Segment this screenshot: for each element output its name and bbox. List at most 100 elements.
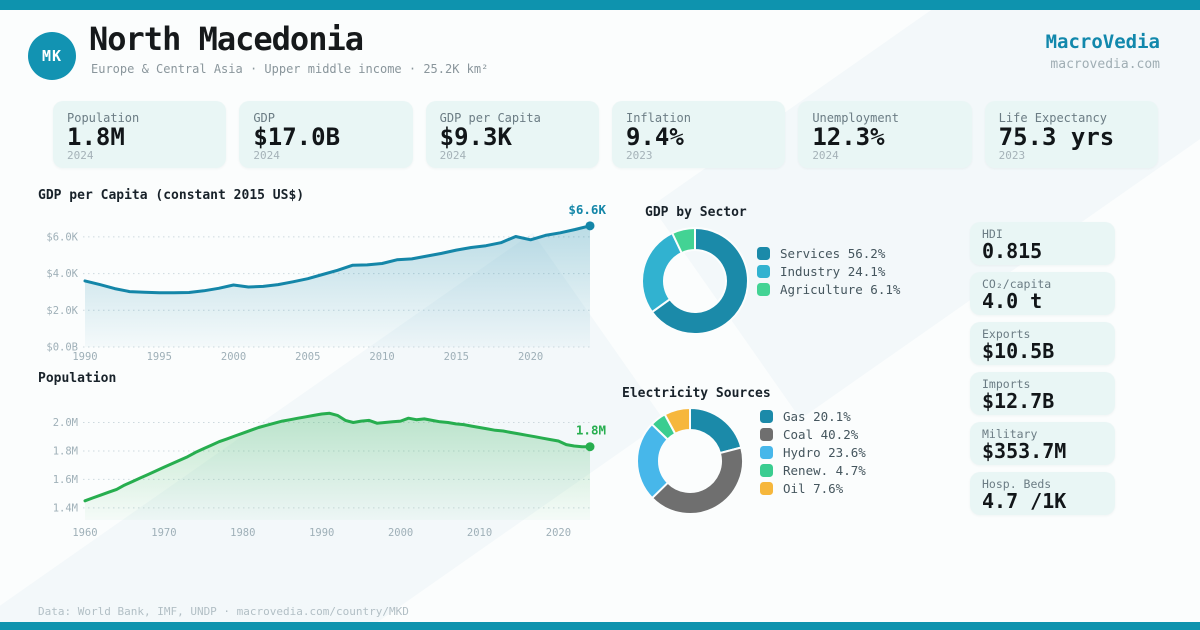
donut-segment-coal bbox=[651, 446, 744, 516]
side-card-value: $10.5B bbox=[982, 339, 1055, 363]
x-axis-tick: 2005 bbox=[295, 351, 320, 363]
side-card-label: CO₂/capita bbox=[982, 277, 1052, 291]
stat-card-year: 2024 bbox=[812, 149, 839, 162]
latest-value-label: $6.6K bbox=[568, 202, 606, 217]
stat-card-label: Unemployment bbox=[812, 111, 900, 125]
electricity-donut bbox=[636, 407, 744, 516]
legend-label: Gas 20.1% bbox=[783, 408, 851, 424]
x-axis-tick: 2015 bbox=[444, 351, 469, 363]
gdp-sector-title: GDP by Sector bbox=[645, 205, 747, 220]
series-line bbox=[83, 411, 592, 503]
latest-value-label: 1.8M bbox=[576, 423, 606, 438]
legend-item-gas: Gas 20.1% bbox=[760, 407, 866, 425]
donut-segment-oil bbox=[663, 407, 691, 435]
side-card-hdi: HDI 0.815 bbox=[970, 222, 1115, 265]
y-axis-tick: 1.6M bbox=[53, 474, 78, 486]
country-subtitle: Europe & Central Asia · Upper middle inc… bbox=[91, 62, 489, 76]
brand-url[interactable]: macrovedia.com bbox=[1050, 57, 1160, 72]
donut-segment-agriculture bbox=[671, 227, 696, 254]
legend-swatch bbox=[757, 264, 770, 278]
side-card-hosp-beds: Hosp. Beds 4.7 /1K bbox=[970, 472, 1115, 515]
brand-block: MacroVedia macrovedia.com bbox=[1046, 31, 1160, 72]
legend-swatch bbox=[760, 481, 773, 495]
gdp-sector-legend: Services 56.2% Industry 24.1% Agriculture … bbox=[757, 244, 900, 298]
stat-card-year: 2024 bbox=[253, 149, 280, 162]
side-card-label: Hosp. Beds bbox=[982, 477, 1052, 491]
stat-card-population: Population 1.8M 2024 bbox=[53, 101, 227, 168]
stat-card-value: 1.8M bbox=[67, 123, 125, 151]
legend-label: Hydro 23.6% bbox=[783, 444, 866, 460]
legend-item-industry: Industry 24.1% bbox=[757, 262, 900, 280]
area-fill bbox=[85, 413, 590, 520]
brand-name: MacroVedia bbox=[1045, 31, 1160, 53]
stat-card-value: $17.0B bbox=[253, 123, 341, 151]
population-chart-title: Population bbox=[38, 371, 117, 386]
stat-card-value: 75.3 yrs bbox=[998, 123, 1115, 151]
side-card-label: Exports bbox=[982, 327, 1031, 341]
stat-card-inflation: Inflation 9.4% 2023 bbox=[611, 101, 786, 168]
side-card-value: $12.7B bbox=[982, 389, 1055, 413]
page-title: North Macedonia bbox=[89, 20, 364, 58]
x-axis-tick: 2020 bbox=[546, 527, 571, 539]
legend-label: Renew. 4.7% bbox=[783, 462, 866, 478]
legend-item-oil: Oil 7.6% bbox=[760, 479, 866, 497]
side-card-label: HDI bbox=[982, 227, 1003, 241]
legend-swatch bbox=[757, 246, 770, 260]
x-axis-tick: 1995 bbox=[147, 351, 172, 363]
donut-segment-industry bbox=[641, 232, 683, 314]
donut-segment-gas bbox=[689, 407, 743, 455]
side-card-military: Military $353.7M bbox=[970, 422, 1115, 465]
stat-card-value: $9.3K bbox=[439, 123, 512, 151]
x-axis-tick: 2010 bbox=[369, 351, 394, 363]
stat-card-unemployment: Unemployment 12.3% 2024 bbox=[798, 101, 972, 168]
y-axis-tick: $2.0K bbox=[46, 305, 78, 317]
side-card-value: 4.0 t bbox=[982, 289, 1043, 313]
stat-card-label: GDP per Capita bbox=[439, 111, 541, 125]
stat-card-year: 2023 bbox=[998, 149, 1026, 162]
stat-card-year: 2023 bbox=[625, 149, 653, 162]
y-axis-tick: 2.0M bbox=[53, 417, 78, 429]
side-card-co-capita: CO₂/capita 4.0 t bbox=[970, 272, 1115, 315]
population-chart: 2.0M 1.8M 1.6M 1.4M 1960 1970 1980 1990 2000 2010… bbox=[53, 411, 606, 539]
gdp-sector-donut bbox=[641, 227, 749, 335]
side-card-label: Military bbox=[982, 427, 1038, 441]
y-axis-tick: $4.0K bbox=[46, 268, 78, 280]
side-indicator-cards: HDI 0.815 CO₂/capita 4.0 t Exports $10.5B Impo… bbox=[970, 222, 1115, 522]
x-axis-tick: 2000 bbox=[221, 351, 246, 363]
bottom-accent-bar bbox=[0, 622, 1200, 630]
latest-value-dot bbox=[585, 221, 595, 231]
area-fill bbox=[85, 225, 590, 347]
side-card-label: Imports bbox=[982, 377, 1031, 391]
stat-cards-row: Population 1.8M 2024 GDP $17.0B 2024 GDP per C… bbox=[53, 101, 1158, 168]
side-card-value: $353.7M bbox=[982, 439, 1067, 463]
donut-segment-services bbox=[651, 227, 749, 335]
electricity-title: Electricity Sources bbox=[622, 386, 771, 401]
stat-card-year: 2024 bbox=[439, 149, 467, 162]
legend-swatch bbox=[760, 409, 773, 423]
x-axis-tick: 2000 bbox=[388, 527, 413, 539]
country-code: MK bbox=[41, 47, 63, 65]
stat-card-label: Inflation bbox=[625, 111, 692, 125]
stat-card-label: Life Expectancy bbox=[998, 111, 1108, 125]
x-axis-tick: 1990 bbox=[72, 351, 97, 363]
y-axis-tick: $6.0K bbox=[46, 231, 78, 243]
stat-card-label: GDP bbox=[253, 111, 276, 125]
stat-card-label: Population bbox=[67, 111, 140, 125]
legend-swatch bbox=[757, 282, 770, 296]
top-accent-bar bbox=[0, 0, 1200, 10]
legend-label: Industry 24.1% bbox=[780, 263, 886, 279]
stat-card-gdp: GDP $17.0B 2024 bbox=[239, 101, 413, 168]
side-card-imports: Imports $12.7B bbox=[970, 372, 1115, 415]
legend-swatch bbox=[760, 427, 773, 441]
stat-card-gdp-per-capita: GDP per Capita $9.3K 2024 bbox=[425, 101, 599, 168]
legend-swatch bbox=[760, 463, 773, 477]
legend-swatch bbox=[760, 445, 773, 459]
x-axis-tick: 1980 bbox=[230, 527, 255, 539]
legend-label: Agriculture 6.1% bbox=[780, 281, 901, 297]
x-axis-tick: 2020 bbox=[518, 351, 543, 363]
y-axis-tick: $0.0B bbox=[46, 342, 78, 354]
x-axis-tick: 1970 bbox=[151, 527, 176, 539]
side-card-value: 0.815 bbox=[982, 239, 1043, 263]
